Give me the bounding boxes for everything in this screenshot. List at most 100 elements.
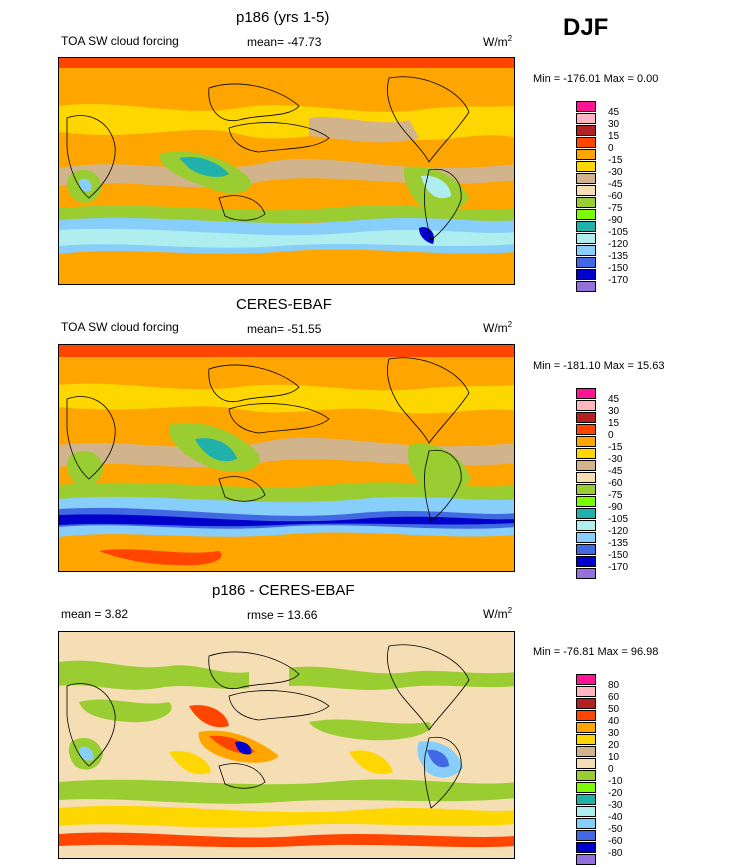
panel1-colorbar-swatch [576, 281, 596, 292]
panel2-colorbar-label: -15 [608, 442, 623, 453]
panel3-colorbar-label: 80 [608, 680, 620, 691]
panel1-map [58, 57, 515, 285]
panel2-colorbar-swatch [576, 412, 596, 423]
panel2-colorbar-swatch [576, 388, 596, 399]
panel1-colorbar-swatch [576, 257, 596, 268]
panel2-colorbar-swatch [576, 496, 596, 507]
panel3-colorbar-swatch [576, 770, 596, 781]
panel3-colorbar-label: 50 [608, 704, 620, 715]
panel2-colorbar-label: 30 [608, 406, 620, 417]
panel3-colorbar-swatch [576, 854, 596, 865]
panel1-colorbar-label: -30 [608, 167, 623, 178]
panel1-colorbar-label: 15 [608, 131, 620, 142]
panel3-colorbar-swatch [576, 806, 596, 817]
panel1-colorbar-label: 30 [608, 119, 620, 130]
panel3-colorbar-label: -20 [608, 788, 623, 799]
season-label: DJF [563, 14, 609, 41]
panel1-colorbar-swatch [576, 269, 596, 280]
panel2-colorbar-swatch [576, 436, 596, 447]
panel2-colorbar-swatch [576, 460, 596, 471]
panel3-colorbar-swatch [576, 734, 596, 745]
panel2-colorbar-label: 15 [608, 418, 620, 429]
panel3-colorbar-label: -60 [608, 836, 623, 847]
panel2-variable-label: TOA SW cloud forcing [61, 320, 179, 334]
panel2-colorbar-swatch [576, 400, 596, 411]
panel1-title: p186 (yrs 1-5) [236, 9, 330, 26]
panel1-colorbar-swatch [576, 113, 596, 124]
panel3-colorbar-swatch [576, 758, 596, 769]
panel3-units: W/m2 [483, 606, 513, 621]
panel2-colorbar-swatch [576, 424, 596, 435]
panel3-colorbar-label: 20 [608, 740, 620, 751]
panel1-colorbar-swatch [576, 233, 596, 244]
panel1-colorbar-label: -15 [608, 155, 623, 166]
panel3-colorbar-swatch [576, 818, 596, 829]
panel3-colorbar-swatch [576, 746, 596, 757]
panel1-colorbar-swatch [576, 161, 596, 172]
panel2-colorbar-swatch [576, 556, 596, 567]
panel2-colorbar-swatch [576, 472, 596, 483]
panel1-colorbar-swatch [576, 209, 596, 220]
panel3-colorbar-swatch [576, 830, 596, 841]
panel3-rmse-label: rmse = 13.66 [247, 608, 318, 622]
panel3-colorbar-label: 10 [608, 752, 620, 763]
panel1-mean-label: mean= -47.73 [247, 35, 322, 49]
panel3-map-field [59, 632, 514, 858]
panel1-colorbar-swatch [576, 221, 596, 232]
panel1-colorbar-label: -90 [608, 215, 623, 226]
panel1-colorbar-label: -135 [608, 251, 629, 262]
panel1-variable-label: TOA SW cloud forcing [61, 34, 179, 48]
panel3-colorbar-label: -50 [608, 824, 623, 835]
panel1-colorbar-swatch [576, 245, 596, 256]
panel1-colorbar-swatch [576, 173, 596, 184]
panel3-colorbar-label: 30 [608, 728, 620, 739]
panel2-title: CERES-EBAF [236, 296, 332, 313]
panel3-minmax: Min = -76.81 Max = 96.98 [533, 646, 659, 658]
panel2-colorbar-swatch [576, 544, 596, 555]
panel2-minmax: Min = -181.10 Max = 15.63 [533, 360, 665, 372]
panel1-colorbar-label: -45 [608, 179, 623, 190]
panel3-title: p186 - CERES-EBAF [212, 582, 355, 599]
panel3-colorbar-swatch [576, 842, 596, 853]
panel3-colorbar-swatch [576, 794, 596, 805]
panel3-colorbar-swatch [576, 782, 596, 793]
panel2-colorbar-swatch [576, 568, 596, 579]
panel2-colorbar-label: -60 [608, 478, 623, 489]
panel2-colorbar-label: -150 [608, 550, 629, 561]
panel2-colorbar-label: -170 [608, 562, 629, 573]
panel2-colorbar-label: -120 [608, 526, 629, 537]
panel1-colorbar-label: 45 [608, 107, 620, 118]
panel2-mean-label: mean= -51.55 [247, 322, 322, 336]
panel3-colorbar-label: 60 [608, 692, 620, 703]
panel1-colorbar-label: -170 [608, 275, 629, 286]
panel3-colorbar-label: -10 [608, 776, 623, 787]
panel2-colorbar-label: -45 [608, 466, 623, 477]
panel2-colorbar-label: -90 [608, 502, 623, 513]
panel3-colorbar-label: 40 [608, 716, 620, 727]
panel3-colorbar-swatch [576, 722, 596, 733]
panel2-colorbar-label: -30 [608, 454, 623, 465]
panel1-units: W/m2 [483, 34, 513, 49]
panel1-colorbar-swatch [576, 137, 596, 148]
panel1-colorbar-label: -75 [608, 203, 623, 214]
panel2-colorbar-swatch [576, 484, 596, 495]
panel3-colorbar-label: -40 [608, 812, 623, 823]
panel1-colorbar-label: -105 [608, 227, 629, 238]
panel3-colorbar-label: -30 [608, 800, 623, 811]
panel3-colorbar-label: 0 [608, 764, 614, 775]
panel3-colorbar-label: -80 [608, 848, 623, 859]
panel1-colorbar-label: -120 [608, 239, 629, 250]
panel1-colorbar-label: -150 [608, 263, 629, 274]
panel2-colorbar-swatch [576, 532, 596, 543]
panel1-map-field [59, 58, 514, 284]
panel1-colorbar-swatch [576, 185, 596, 196]
panel2-colorbar-label: -135 [608, 538, 629, 549]
panel2-units: W/m2 [483, 320, 513, 335]
panel2-colorbar-swatch [576, 448, 596, 459]
panel2-colorbar-swatch [576, 520, 596, 531]
panel3-map [58, 631, 515, 859]
panel1-colorbar-label: 0 [608, 143, 614, 154]
panel2-map-field [59, 345, 514, 571]
panel1-minmax: Min = -176.01 Max = 0.00 [533, 73, 659, 85]
panel1-colorbar-swatch [576, 149, 596, 160]
